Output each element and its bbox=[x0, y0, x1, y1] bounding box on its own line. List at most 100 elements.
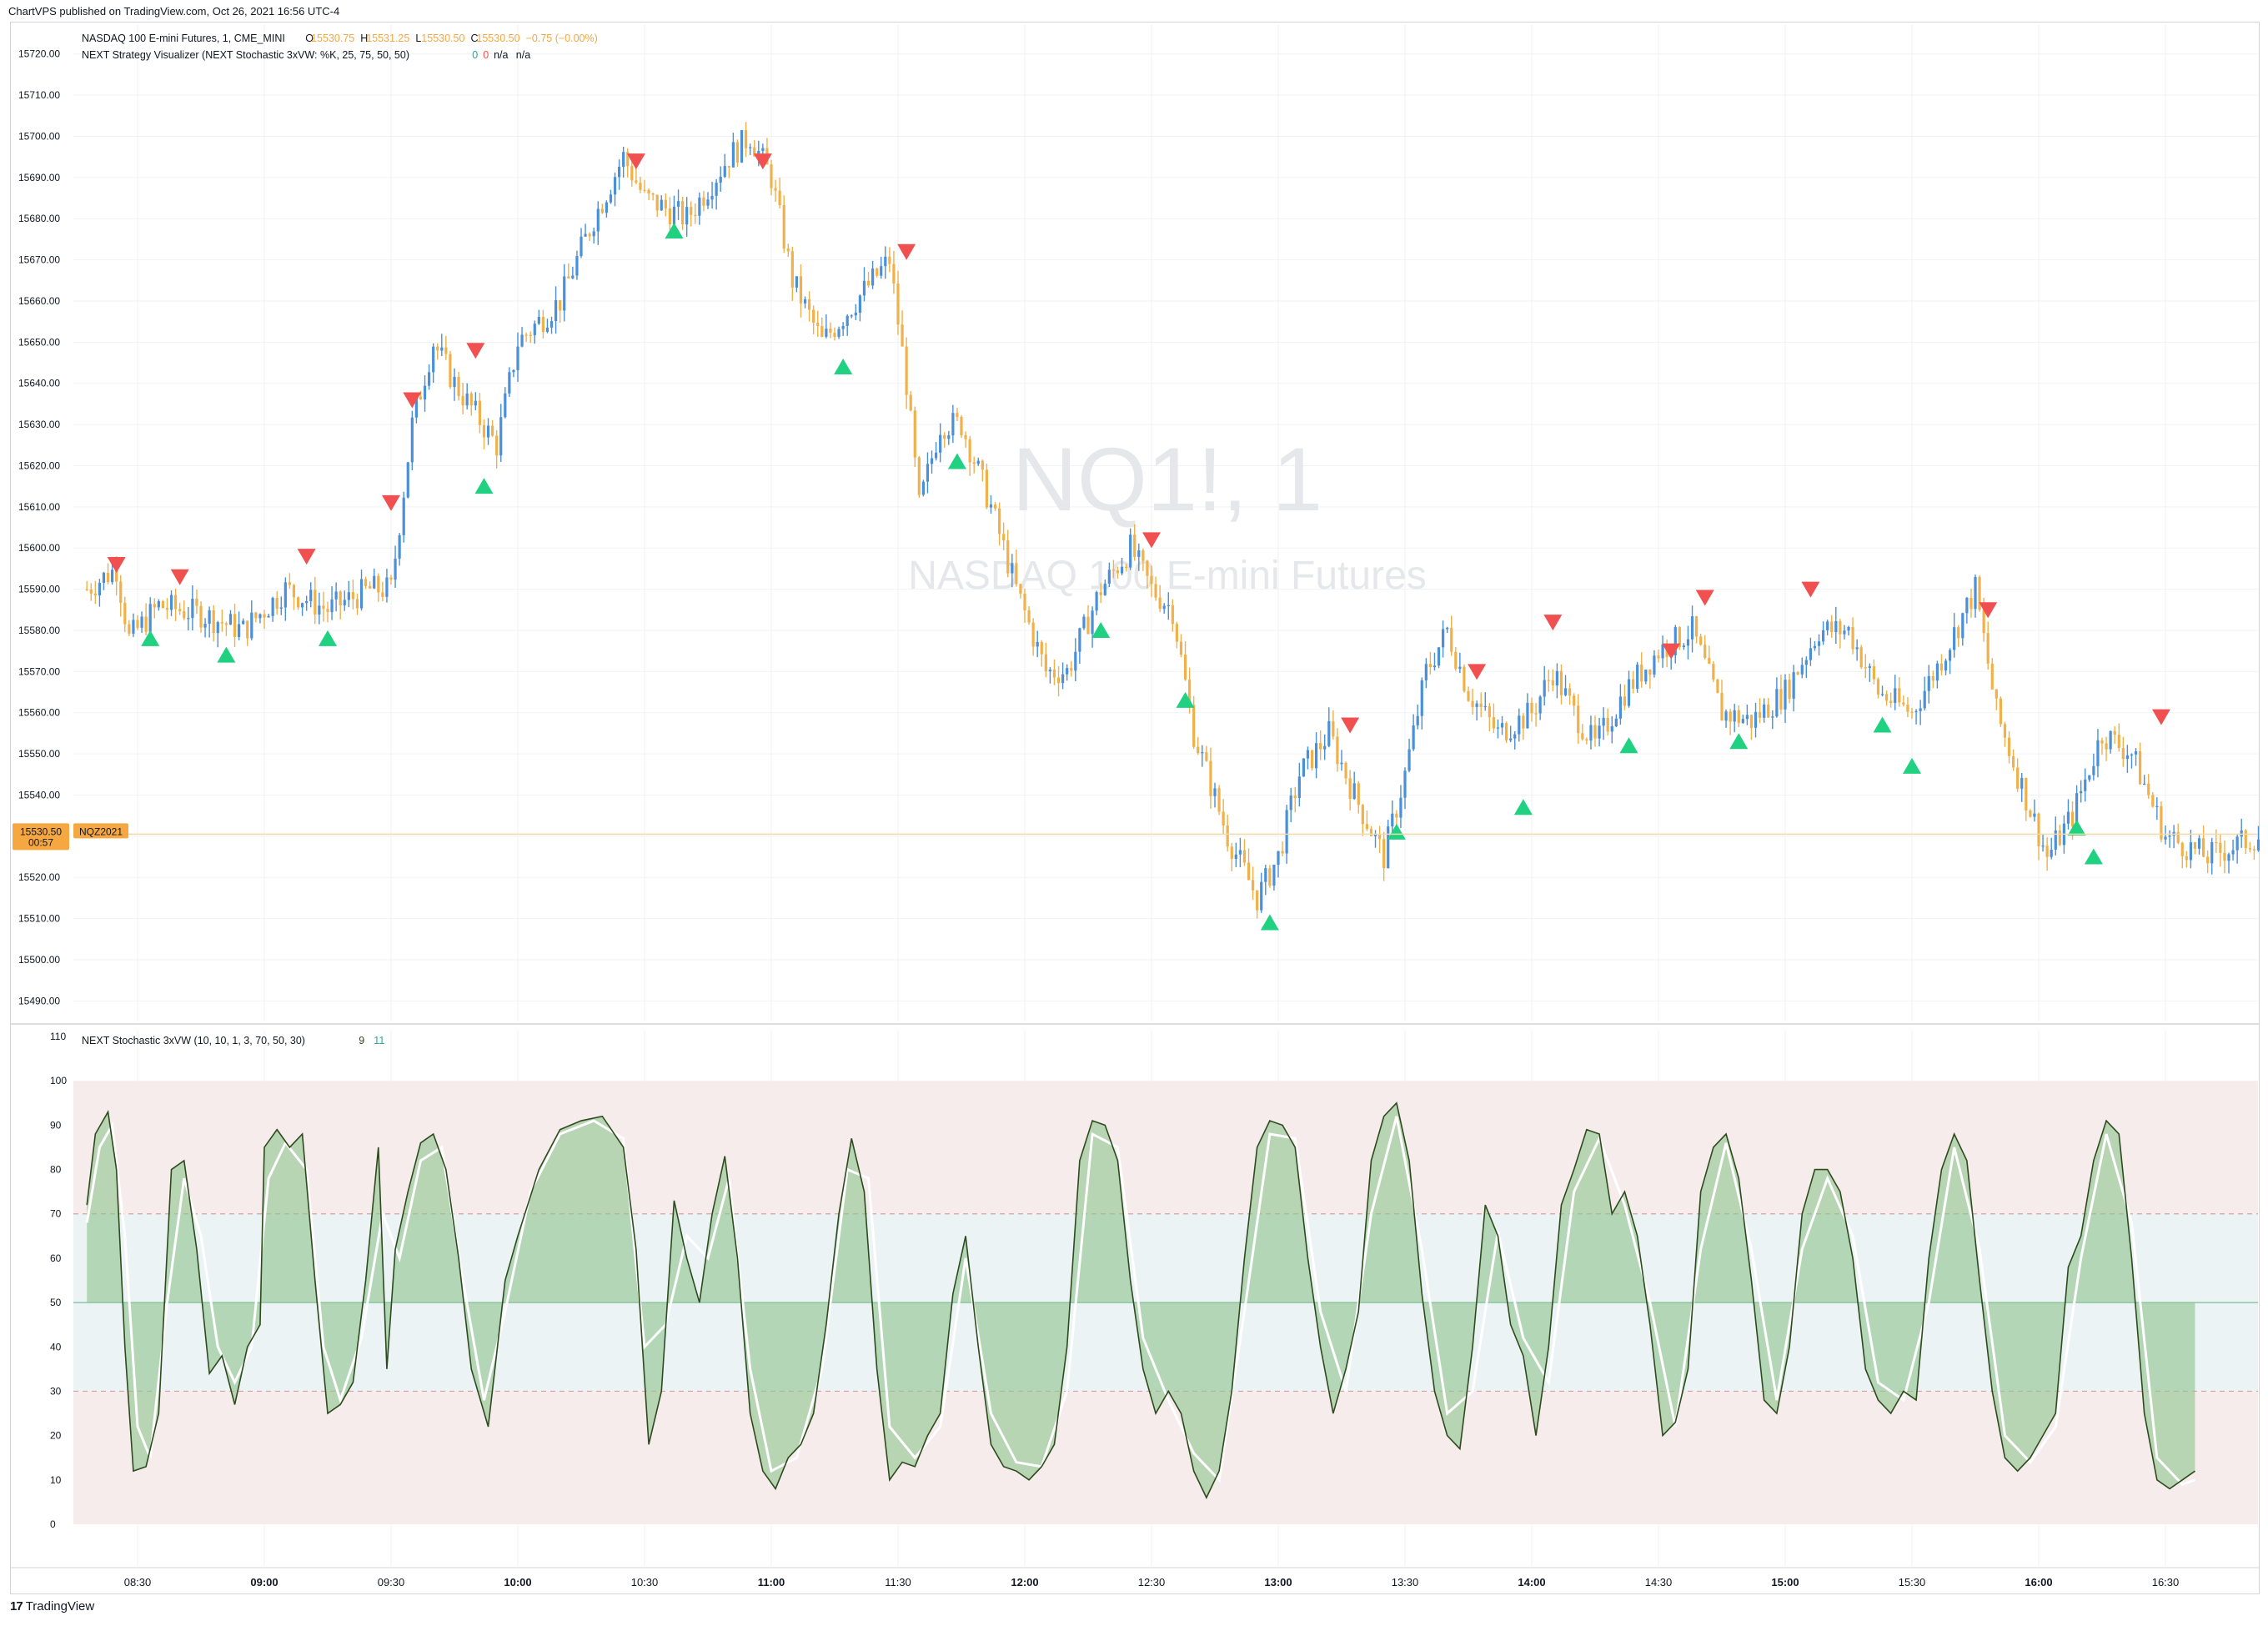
price-bar-body bbox=[1627, 679, 1631, 706]
price-tick-label: 15710.00 bbox=[18, 89, 60, 101]
price-bar-body bbox=[1927, 675, 1930, 691]
price-bar-body bbox=[1737, 710, 1740, 724]
price-bar-body bbox=[1538, 696, 1542, 714]
price-bar-body bbox=[1724, 711, 1728, 721]
price-bar-body bbox=[1902, 702, 1905, 705]
price-bar-body bbox=[1822, 630, 1825, 642]
buy-signal-marker bbox=[141, 630, 160, 646]
price-bar-body bbox=[212, 610, 215, 634]
price-bar-body bbox=[267, 615, 270, 618]
price-bar-body bbox=[829, 329, 832, 334]
price-bar-body bbox=[102, 573, 106, 584]
price-bar-body bbox=[89, 589, 93, 594]
price-bar-body bbox=[1830, 621, 1834, 633]
price-bar-body bbox=[1880, 694, 1884, 695]
price-bar-body bbox=[1048, 670, 1051, 672]
price-bar-body bbox=[1885, 694, 1889, 701]
price-bar-body bbox=[1661, 644, 1664, 659]
legend-c-label: C bbox=[471, 33, 479, 44]
price-tick-label: 15640.00 bbox=[18, 378, 60, 389]
price-bar-body bbox=[334, 591, 338, 600]
price-bar-body bbox=[845, 315, 849, 326]
price-bar-body bbox=[1745, 715, 1749, 720]
price-bar-body bbox=[799, 276, 803, 304]
price-bar-body bbox=[419, 396, 423, 400]
price-bar-body bbox=[972, 462, 976, 464]
buy-signal-marker bbox=[319, 630, 337, 646]
osc-tick-label: 80 bbox=[50, 1164, 62, 1176]
price-bar-body bbox=[812, 309, 815, 324]
price-bar-body bbox=[220, 622, 223, 624]
price-bar-body bbox=[968, 439, 971, 463]
price-bar-body bbox=[1767, 704, 1770, 718]
buy-signal-marker bbox=[1873, 716, 1892, 733]
price-bar-body bbox=[1712, 664, 1715, 680]
price-bar-body bbox=[664, 199, 667, 208]
price-bar-body bbox=[436, 346, 439, 351]
price-bar-body bbox=[187, 618, 190, 620]
price-bar-body bbox=[584, 233, 587, 237]
price-bar-body bbox=[381, 592, 384, 597]
price-bar-body bbox=[563, 276, 566, 311]
contract-label: NQZ2021 bbox=[79, 826, 123, 837]
buy-signal-marker bbox=[1091, 621, 1111, 638]
price-bar-body bbox=[1192, 705, 1196, 747]
price-bar-body bbox=[1800, 665, 1804, 675]
price-bar-body bbox=[373, 575, 376, 589]
price-bar-body bbox=[115, 570, 118, 582]
price-tick-label: 15540.00 bbox=[18, 789, 60, 800]
price-bar-body bbox=[449, 354, 452, 388]
chart-frame bbox=[10, 22, 2260, 1594]
price-tick-label: 15630.00 bbox=[18, 419, 60, 430]
price-tick-label: 15490.00 bbox=[18, 995, 60, 1006]
price-bar-body bbox=[1256, 890, 1259, 911]
price-bar-body bbox=[2058, 831, 2061, 846]
price-bar-body bbox=[668, 208, 671, 225]
price-bar-body bbox=[1348, 778, 1352, 799]
osc-k-line bbox=[86, 1102, 2195, 1499]
price-bar-body bbox=[951, 413, 955, 436]
price-bar-body bbox=[1433, 665, 1437, 668]
price-bar-body bbox=[178, 609, 182, 611]
price-bar-body bbox=[2197, 838, 2201, 849]
price-bar-body bbox=[339, 591, 342, 605]
sell-signal-marker bbox=[1695, 590, 1714, 606]
osc-tick-label: 90 bbox=[50, 1119, 62, 1131]
price-bar-body bbox=[1361, 805, 1364, 825]
price-bar-body bbox=[2016, 767, 2020, 789]
price-bar-body bbox=[715, 183, 718, 196]
price-bar-body bbox=[1015, 563, 1018, 585]
price-bar-body bbox=[1483, 705, 1487, 708]
price-bar-body bbox=[1610, 725, 1613, 732]
price-bar-body bbox=[2160, 805, 2163, 840]
publish-line: ChartVPS published on TradingView.com, O… bbox=[8, 5, 340, 18]
price-bar-body bbox=[1733, 710, 1736, 722]
price-bar-body bbox=[208, 610, 211, 625]
price-bar-body bbox=[2147, 783, 2150, 795]
price-bar-body bbox=[238, 624, 241, 637]
price-bar-body bbox=[2151, 795, 2155, 807]
buy-signal-marker bbox=[1729, 733, 1749, 750]
price-bar-body bbox=[917, 457, 921, 495]
price-bar-body bbox=[402, 497, 405, 535]
price-bar-body bbox=[866, 280, 871, 286]
price-bar-body bbox=[1357, 783, 1360, 805]
price-bar-body bbox=[1513, 734, 1517, 739]
price-bar-body bbox=[1581, 733, 1584, 740]
price-bar-body bbox=[157, 601, 160, 608]
price-bar-body bbox=[1759, 711, 1762, 718]
price-bar-body bbox=[1763, 704, 1766, 718]
price-bar-body bbox=[935, 452, 938, 459]
price-bar-body bbox=[169, 595, 173, 610]
price-bar-body bbox=[880, 266, 883, 276]
price-bar-body bbox=[723, 166, 726, 177]
price-bar-body bbox=[808, 299, 811, 310]
price-bar-body bbox=[1226, 825, 1229, 847]
price-bar-body bbox=[119, 581, 123, 603]
tradingview-footer[interactable]: 17 TradingView bbox=[10, 1599, 94, 1613]
price-bar-body bbox=[486, 425, 490, 438]
price-bar-body bbox=[1872, 666, 1875, 680]
buy-signal-marker bbox=[2067, 819, 2086, 836]
price-bar-body bbox=[1889, 700, 1893, 703]
